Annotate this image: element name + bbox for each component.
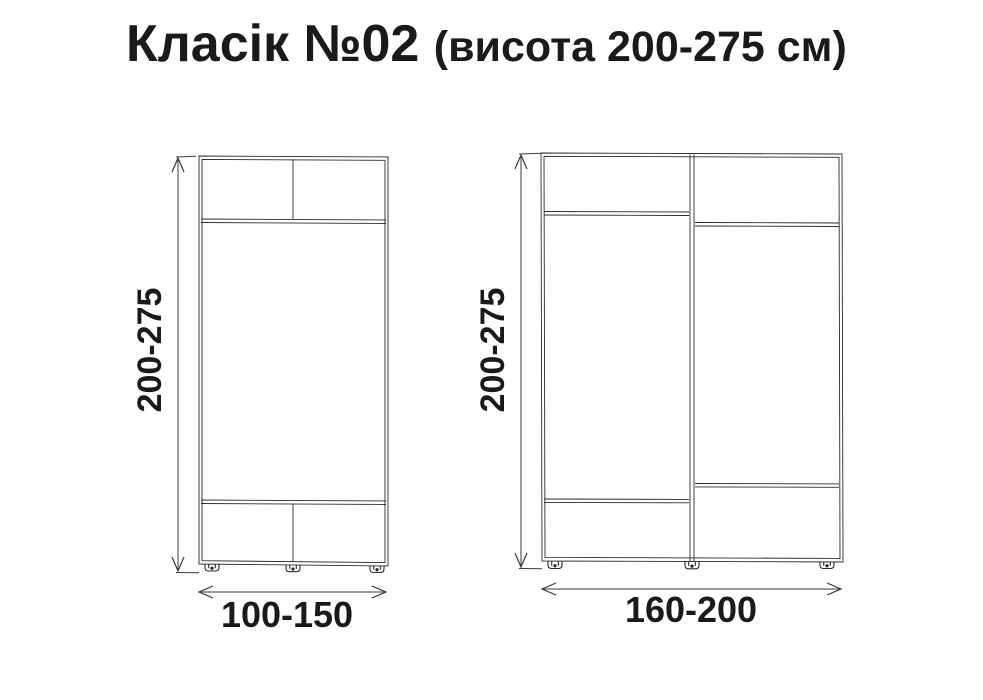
svg-text:200-275: 200-275 <box>474 288 512 413</box>
svg-text:160-200: 160-200 <box>625 589 757 630</box>
svg-text:100-150: 100-150 <box>221 594 353 635</box>
svg-text:200-275: 200-275 <box>131 288 169 413</box>
